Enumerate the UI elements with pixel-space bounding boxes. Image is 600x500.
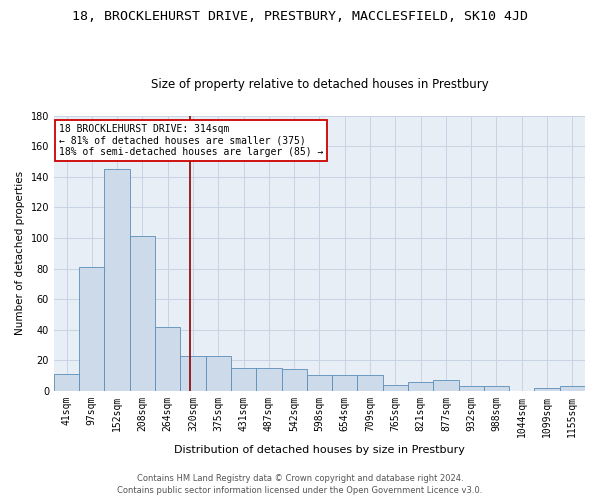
Bar (130, 236, 155, 390)
Y-axis label: Number of detached properties: Number of detached properties (15, 171, 25, 336)
Bar (458, 386, 484, 390)
Bar (358, 376, 383, 390)
Bar (332, 376, 358, 390)
Bar (104, 169, 130, 390)
Bar (181, 356, 206, 390)
Bar (231, 368, 256, 390)
Bar (206, 356, 231, 390)
Text: 18, BROCKLEHURST DRIVE, PRESTBURY, MACCLESFIELD, SK10 4JD: 18, BROCKLEHURST DRIVE, PRESTBURY, MACCL… (72, 10, 528, 23)
Text: Contains HM Land Registry data © Crown copyright and database right 2024.
Contai: Contains HM Land Registry data © Crown c… (118, 474, 482, 495)
Bar (54, 374, 79, 390)
Title: Size of property relative to detached houses in Prestbury: Size of property relative to detached ho… (151, 78, 488, 91)
Bar (484, 386, 509, 390)
Bar (433, 380, 458, 390)
X-axis label: Distribution of detached houses by size in Prestbury: Distribution of detached houses by size … (174, 445, 465, 455)
Bar (383, 384, 408, 390)
Bar (307, 376, 332, 390)
Bar (79, 267, 104, 390)
Bar (408, 382, 433, 390)
Text: 18 BROCKLEHURST DRIVE: 314sqm
← 81% of detached houses are smaller (375)
18% of : 18 BROCKLEHURST DRIVE: 314sqm ← 81% of d… (59, 124, 323, 157)
Bar (560, 386, 585, 390)
Bar (535, 388, 560, 390)
Bar (256, 368, 281, 390)
Bar (281, 370, 307, 390)
Bar (155, 326, 181, 390)
